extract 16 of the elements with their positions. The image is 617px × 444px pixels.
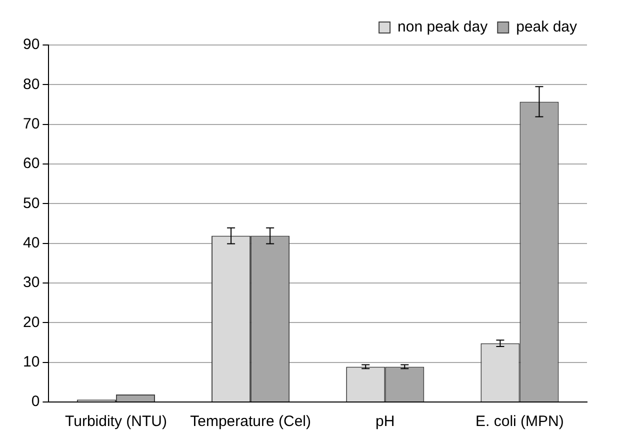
y-tick-label: 90 bbox=[22, 36, 40, 54]
legend-label: peak day bbox=[516, 18, 578, 36]
y-tick-label: 20 bbox=[22, 314, 40, 331]
x-tick-label: E. coli (MPN) bbox=[476, 413, 564, 430]
y-tick-label: 70 bbox=[22, 115, 40, 132]
y-tick-label: 80 bbox=[22, 76, 40, 93]
x-tick-label: Turbidity (NTU) bbox=[64, 413, 167, 430]
y-tick-label: 30 bbox=[22, 274, 40, 292]
y-tick-label: 60 bbox=[22, 155, 40, 172]
y-tick-label: 0 bbox=[31, 393, 40, 410]
x-tick-label: pH bbox=[376, 413, 395, 430]
legend-label: non peak day bbox=[398, 18, 488, 36]
y-tick-label: 10 bbox=[22, 353, 40, 370]
y-tick-label: 40 bbox=[22, 234, 40, 252]
y-tick-label: 50 bbox=[22, 194, 40, 212]
x-tick-label: Temperature (Cel) bbox=[190, 413, 311, 430]
